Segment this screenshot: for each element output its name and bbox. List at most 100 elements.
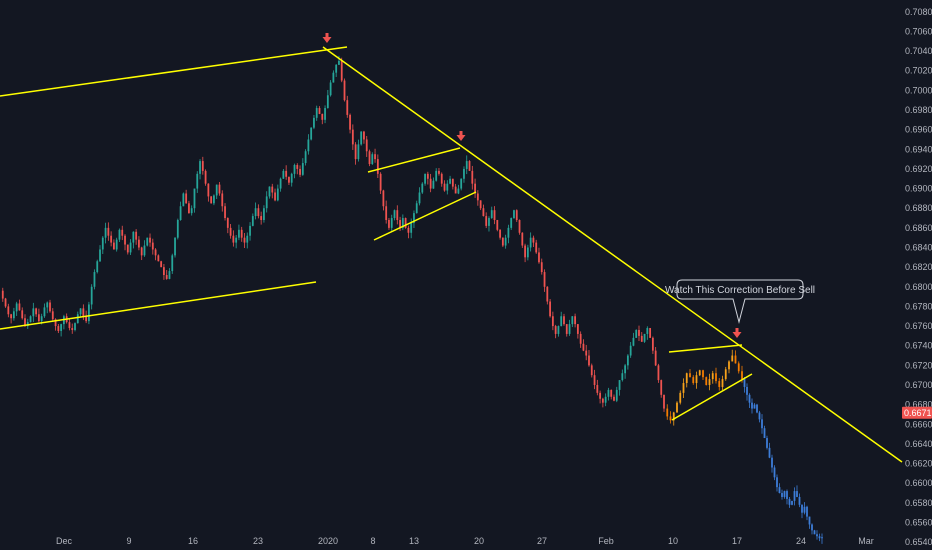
candle-body [196, 173, 199, 189]
candle-body [357, 144, 360, 160]
projection-candle [669, 411, 672, 424]
price-candle [151, 238, 154, 255]
candle-body [329, 82, 332, 96]
price-candle [29, 315, 32, 323]
candle-body [518, 220, 521, 233]
time-axis[interactable]: Dec 9 16 23 2020 8 13 20 27 Feb 10 17 24 Mar [56, 536, 874, 546]
price-candle [249, 222, 251, 241]
candle-body [504, 237, 507, 246]
candle-body [626, 355, 629, 366]
price-candle [310, 127, 313, 141]
forecast-candle [821, 533, 823, 544]
candle-body [471, 170, 474, 184]
candle-body [410, 222, 413, 233]
candle-body [758, 412, 761, 420]
candle-body [24, 318, 26, 327]
candle-body [734, 355, 737, 364]
candle-body [457, 188, 460, 194]
candle-body [174, 237, 176, 256]
candle-body [778, 487, 781, 494]
price-candle [124, 234, 126, 251]
forecast-candle [758, 410, 761, 423]
current-price-tag: 0.66717 [902, 406, 932, 419]
x-tick-label: 17 [732, 536, 742, 546]
price-candle [479, 200, 482, 211]
candle-body [524, 245, 526, 258]
candle-body [798, 496, 801, 505]
candle-body [672, 412, 675, 421]
price-candle [243, 233, 246, 248]
forecast-candle [813, 529, 816, 535]
price-candle [446, 180, 449, 195]
candle-body [446, 183, 449, 191]
price-candle [240, 226, 243, 242]
price-candle [226, 217, 229, 234]
candle-body [708, 379, 711, 385]
price-candle [515, 209, 518, 222]
price-candle [68, 318, 71, 331]
projection-candle [724, 366, 727, 381]
candle-body [596, 385, 599, 393]
price-candle [532, 235, 535, 247]
price-candle [521, 232, 524, 248]
price-candle [463, 166, 465, 183]
price-candle [596, 379, 599, 396]
candle-body [463, 168, 465, 179]
forecast-candle [801, 504, 803, 519]
price-candle [213, 194, 215, 206]
candle-body [629, 345, 632, 356]
price-candle [201, 156, 204, 175]
price-candle [579, 331, 582, 348]
price-candle [246, 232, 249, 249]
candle-body [768, 447, 771, 458]
candle-body [618, 380, 621, 390]
price-candle [571, 316, 574, 328]
price-candle [71, 323, 74, 334]
price-candle [363, 130, 365, 144]
candle-body [535, 242, 538, 253]
candle-body [299, 168, 301, 175]
candle-body [49, 302, 51, 312]
forecast-candle [766, 435, 768, 450]
candle-body [90, 286, 93, 305]
projection-candle [685, 372, 688, 388]
projection-candle [721, 375, 724, 390]
candle-body [748, 394, 751, 403]
price-candle [529, 232, 532, 252]
projection-candle [689, 369, 691, 378]
candles-layer [1, 55, 823, 544]
candle-body [268, 186, 271, 197]
price-candle [488, 216, 490, 232]
projection-candle [715, 367, 717, 384]
candle-body [646, 328, 649, 334]
price-candle [476, 190, 479, 206]
price-candle [524, 243, 526, 263]
candle-body [451, 178, 454, 187]
price-candle [4, 297, 7, 308]
price-candle [601, 397, 604, 408]
price-candle [557, 325, 560, 337]
candle-body [82, 308, 85, 317]
projection-candle [695, 371, 698, 389]
price-candle [268, 186, 271, 199]
candle-body [468, 161, 471, 171]
price-candle [357, 139, 360, 162]
candle-body [104, 227, 107, 238]
price-candle [232, 230, 235, 247]
forecast-candle [753, 403, 756, 409]
price-candle [168, 268, 171, 280]
candle-body [354, 144, 357, 160]
price-candle [1, 287, 4, 302]
price-candle [574, 313, 576, 328]
candle-body [43, 307, 46, 317]
candle-body [390, 218, 393, 228]
candle-body [346, 100, 349, 115]
price-candle [257, 204, 260, 219]
candle-body [429, 178, 432, 189]
